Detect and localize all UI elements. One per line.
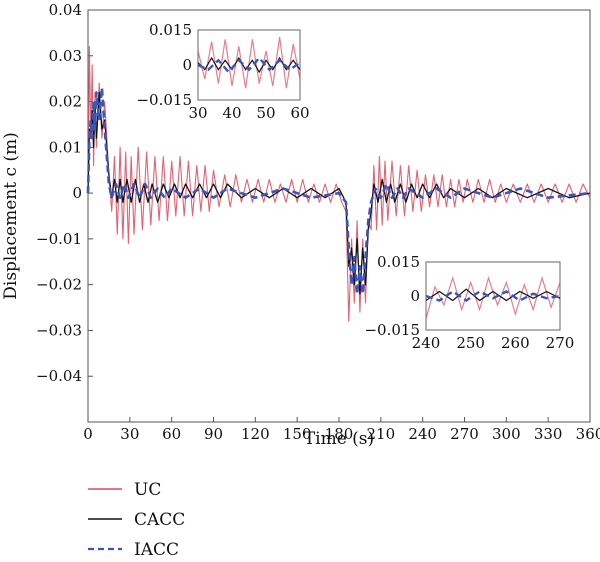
inset-series-line-iacc bbox=[197, 56, 301, 74]
inset-x-tick-label: 260 bbox=[501, 334, 530, 352]
x-tick-label: 360 bbox=[576, 425, 600, 443]
inset-series-line-iacc bbox=[425, 290, 561, 302]
y-tick-label: −0.02 bbox=[36, 276, 82, 294]
x-tick-label: 300 bbox=[492, 425, 521, 443]
y-tick-label: −0.03 bbox=[36, 321, 82, 339]
y-axis-label: Displacement c (m) bbox=[1, 132, 21, 300]
x-tick-label: 150 bbox=[283, 425, 312, 443]
x-tick-label: 60 bbox=[162, 425, 181, 443]
x-tick-label: 90 bbox=[204, 425, 223, 443]
x-tick-label: 30 bbox=[120, 425, 139, 443]
inset-x-tick-label: 270 bbox=[546, 334, 575, 352]
x-tick-label: 240 bbox=[408, 425, 437, 443]
inset-y-tick-label: 0 bbox=[182, 56, 192, 74]
inset-x-tick-label: 40 bbox=[222, 104, 241, 122]
y-tick-label: 0.03 bbox=[49, 47, 82, 65]
y-tick-label: −0.04 bbox=[36, 367, 82, 385]
inset-y-tick-label: 0.015 bbox=[149, 21, 192, 39]
inset-x-tick-label: 30 bbox=[188, 104, 207, 122]
x-tick-label: 180 bbox=[325, 425, 354, 443]
series-line-cacc bbox=[87, 91, 591, 295]
y-tick-label: 0.04 bbox=[49, 1, 82, 19]
main-plot: 0 30 60 90 120 150 180 210 240 270 300 330 3600.040.… bbox=[36, 1, 600, 443]
legend-label-iacc: IACC bbox=[134, 540, 179, 560]
inset-plot-240-270: 240 250 260 270 0.015 0 −0.015 bbox=[364, 253, 574, 352]
inset-y-tick-label: 0 bbox=[410, 287, 420, 305]
inset-series-line-cacc bbox=[425, 288, 561, 302]
x-tick-label: 0 bbox=[83, 425, 93, 443]
y-tick-label: 0.02 bbox=[49, 93, 82, 111]
legend: UC CACC IACC bbox=[88, 480, 185, 560]
inset-x-tick-label: 250 bbox=[456, 334, 485, 352]
inset-x-tick-label: 240 bbox=[412, 334, 441, 352]
x-tick-label: 270 bbox=[450, 425, 479, 443]
legend-label-uc: UC bbox=[134, 480, 161, 500]
x-axis-label: Time (s) bbox=[304, 429, 374, 449]
series-line-uc bbox=[87, 46, 591, 322]
y-tick-label: −0.01 bbox=[36, 230, 82, 248]
x-tick-label: 120 bbox=[241, 425, 270, 443]
inset-series-line-cacc bbox=[197, 56, 301, 74]
inset-x-tick-label: 50 bbox=[256, 104, 275, 122]
inset-y-tick-label: −0.015 bbox=[364, 321, 420, 339]
x-tick-label: 210 bbox=[367, 425, 396, 443]
x-tick-label: 330 bbox=[534, 425, 563, 443]
y-tick-label: 0 bbox=[72, 184, 82, 202]
plot-frame bbox=[87, 9, 591, 423]
series-line-iacc bbox=[86, 86, 591, 296]
inset-y-tick-label: 0.015 bbox=[377, 253, 420, 271]
y-tick-label: 0.01 bbox=[49, 138, 82, 156]
inset-y-tick-label: −0.015 bbox=[136, 91, 192, 109]
inset-plot-30-60: 30 40 50 60 0.015 0 −0.015 bbox=[136, 21, 309, 122]
legend-label-cacc: CACC bbox=[134, 510, 185, 530]
inset-x-tick-label: 60 bbox=[290, 104, 309, 122]
